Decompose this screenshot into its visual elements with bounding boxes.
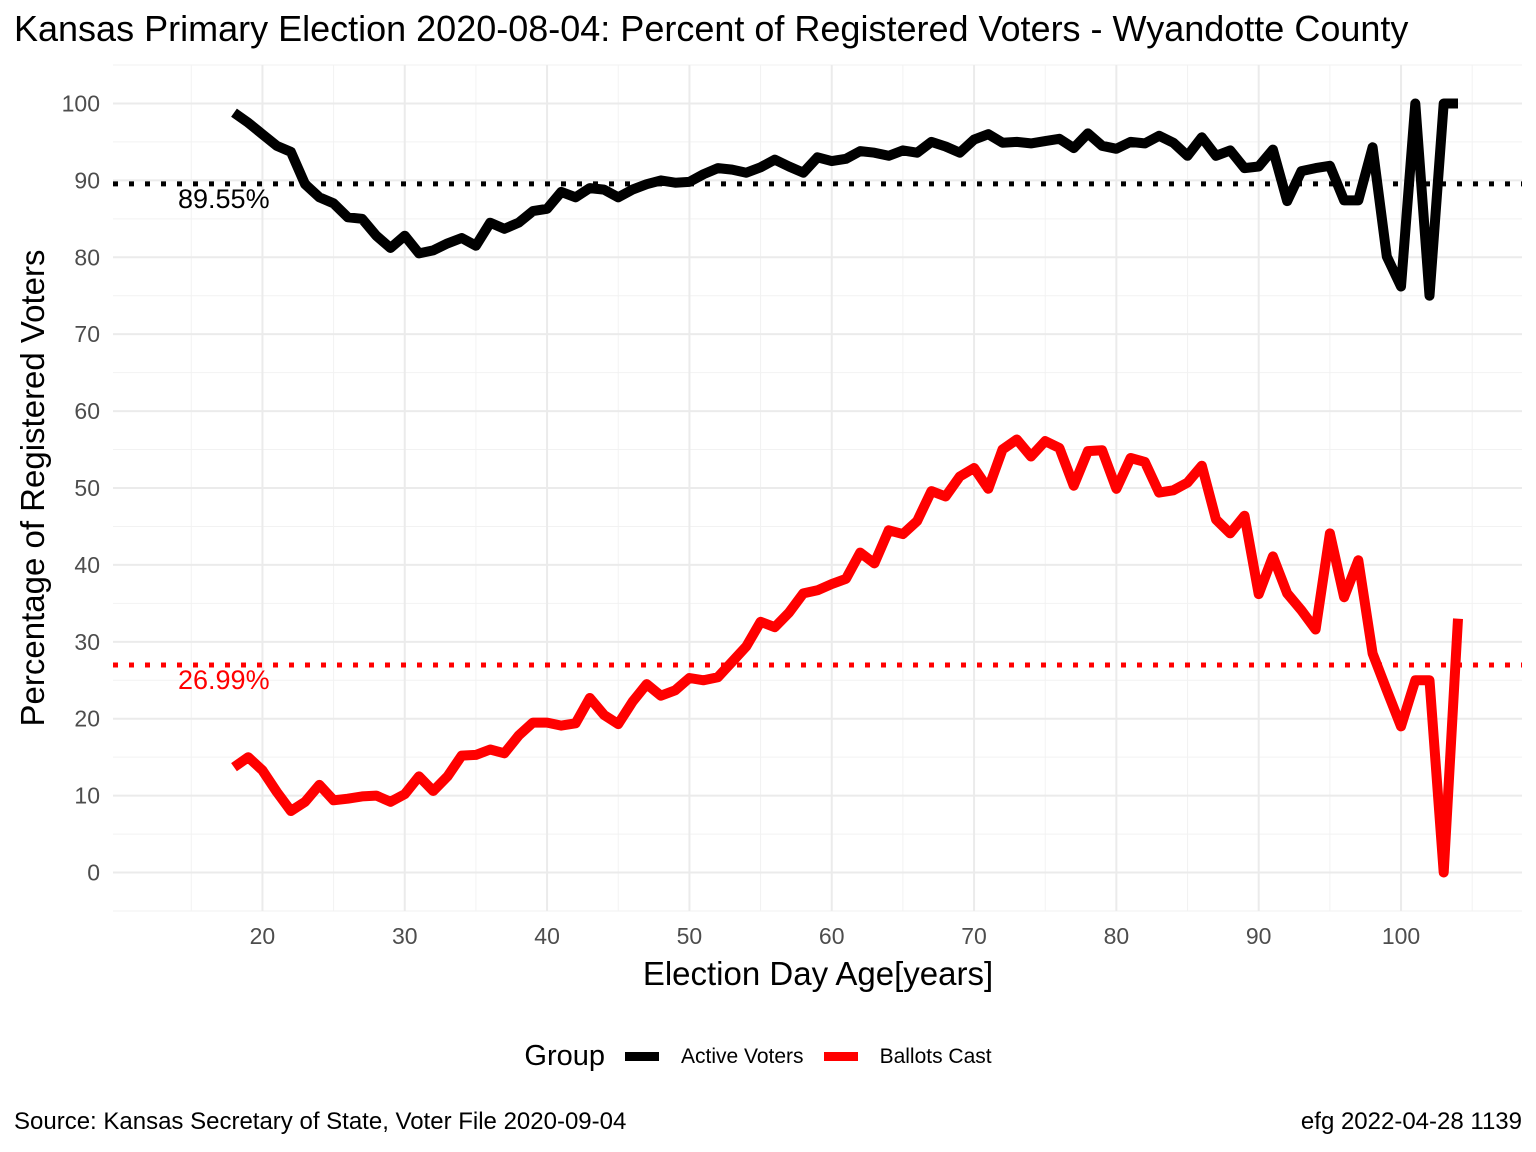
x-tick-label: 50 [677,923,703,949]
y-tick-label: 90 [74,167,100,193]
y-tick-label: 30 [74,629,100,655]
legend-label-ballots-cast: Ballots Cast [879,1044,992,1068]
chart-title: Kansas Primary Election 2020-08-04: Perc… [14,8,1409,49]
legend-key-active-voters [625,1052,659,1061]
x-tick-label: 60 [819,923,845,949]
y-tick-label: 10 [74,783,100,809]
reference-labels: 89.55% 26.99% [178,184,270,695]
x-tick-label: 90 [1246,923,1272,949]
series-line-active-voters [231,98,1458,301]
y-tick-label: 60 [74,398,100,424]
x-tick-label: 40 [534,923,560,949]
y-tick-label: 0 [87,860,100,886]
legend-title: Group [524,1040,605,1072]
y-tick-label: 100 [62,90,100,116]
y-tick-label: 40 [74,552,100,578]
y-tick-label: 80 [74,244,100,270]
author-timestamp: efg 2022-04-28 1139 [1300,1108,1522,1135]
reference-lines [113,181,1522,668]
y-tick-label: 50 [74,475,100,501]
series-line-ballots-cast [231,434,1463,878]
y-tick-label: 20 [74,706,100,732]
major-gridlines [113,65,1522,911]
y-tick-label: 70 [74,321,100,347]
x-tick-label: 100 [1382,923,1420,949]
series-lines [231,98,1463,878]
x-axis-title: Election Day Age[years] [643,955,993,992]
legend-label-active-voters: Active Voters [681,1044,804,1068]
x-tick-label: 30 [392,923,418,949]
y-axis-title: Percentage of Registered Voters [14,250,51,727]
x-tick-label: 70 [961,923,987,949]
legend: Group Active Voters Ballots Cast [0,1040,1536,1073]
source-caption: Source: Kansas Secretary of State, Voter… [14,1108,627,1135]
legend-item-active-voters: Active Voters [625,1045,804,1069]
legend-key-ballots-cast [823,1052,858,1061]
x-tick-label: 80 [1104,923,1130,949]
x-tick-label: 20 [250,923,276,949]
x-axis-tick-labels: 20 30 40 50 60 70 80 90 100 [250,923,1421,949]
reference-label-active-voters: 89.55% [178,184,270,214]
y-axis-tick-labels: 0 10 20 30 40 50 60 70 80 90 100 [62,90,100,885]
reference-label-ballots-cast: 26.99% [178,665,270,695]
legend-item-ballots-cast: Ballots Cast [823,1044,992,1069]
